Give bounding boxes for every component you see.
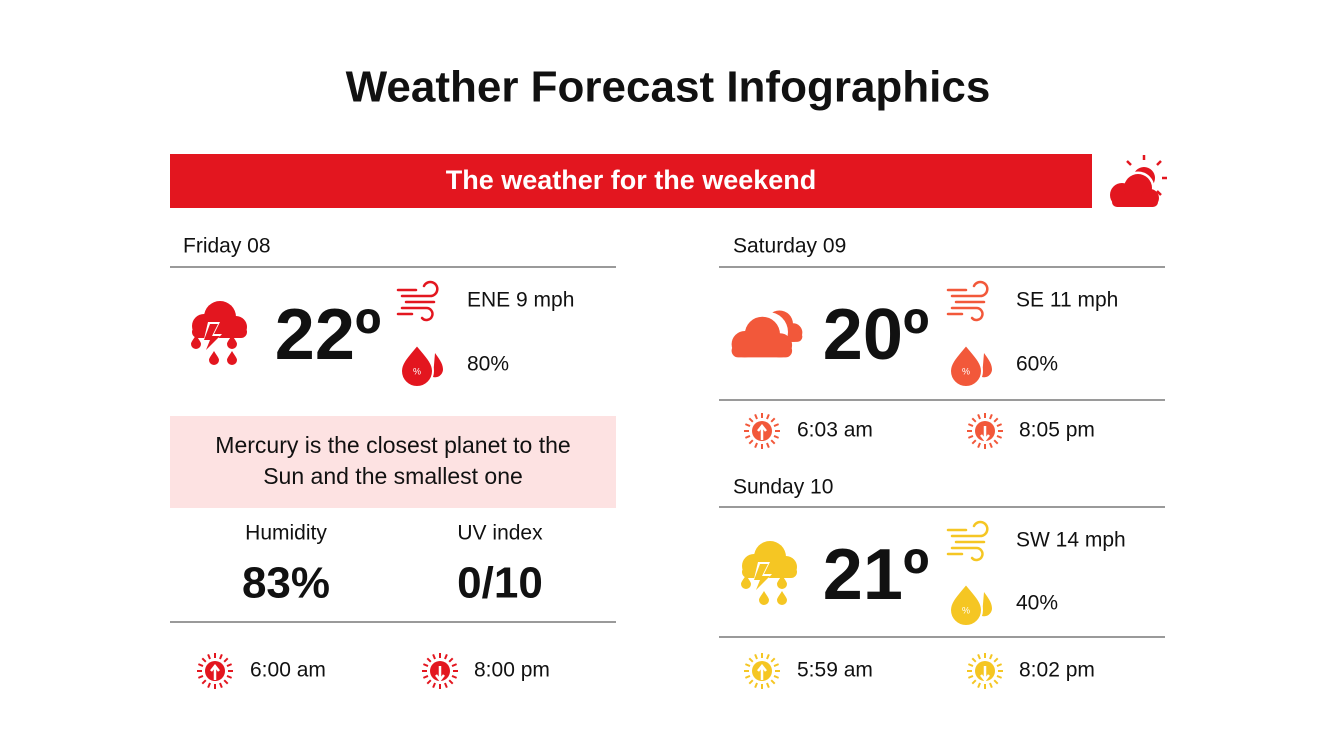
drop-mark: % — [413, 366, 421, 376]
sunset-icon — [422, 653, 458, 689]
note-line: Sun and the smallest one — [263, 463, 523, 489]
rain: 60% — [1016, 353, 1058, 376]
temperature: 21º — [823, 535, 929, 615]
drop-mark: % — [962, 605, 970, 615]
sunrise-icon — [744, 413, 780, 449]
storm-icon — [191, 301, 247, 365]
storm-icon — [741, 541, 797, 605]
sunset-icon — [967, 413, 1003, 449]
sunrise-icon — [744, 653, 780, 689]
drop-icon: % — [399, 343, 443, 388]
stat-value: 83% — [242, 559, 330, 608]
wind-icon — [396, 280, 439, 322]
cloud-icon — [731, 310, 803, 358]
stat-label: UV index — [457, 522, 543, 545]
sunset: 8:02 pm — [1019, 659, 1095, 682]
sunset-icon — [967, 653, 1003, 689]
stat-label: Humidity — [245, 522, 327, 545]
rain: 40% — [1016, 592, 1058, 615]
sunrise: 5:59 am — [797, 659, 873, 682]
rain: 80% — [467, 353, 509, 376]
drop-icon: % — [948, 582, 992, 627]
wind-icon — [946, 520, 989, 562]
banner-icon — [1107, 155, 1167, 210]
stat-value: 0/10 — [457, 559, 543, 608]
title: Weather Forecast Infographics — [346, 63, 991, 112]
day-name: Saturday 09 — [733, 235, 846, 258]
drop-mark: % — [962, 366, 970, 376]
wind: ENE 9 mph — [467, 289, 574, 312]
sunrise: 6:00 am — [250, 659, 326, 682]
wind-icon — [946, 280, 989, 322]
wind: SW 14 mph — [1016, 529, 1126, 552]
temperature: 20º — [823, 295, 929, 375]
day-name: Friday 08 — [183, 235, 271, 258]
banner — [170, 154, 1092, 208]
day-name: Sunday 10 — [733, 476, 833, 499]
note-box — [170, 416, 616, 508]
note-line: Mercury is the closest planet to the — [215, 432, 570, 458]
banner-text: The weather for the weekend — [446, 165, 817, 195]
drop-icon: % — [948, 343, 992, 388]
wind: SE 11 mph — [1016, 289, 1118, 312]
sunrise-icon — [197, 653, 233, 689]
temperature: 22º — [275, 295, 381, 375]
sunset: 8:00 pm — [474, 659, 550, 682]
sunrise: 6:03 am — [797, 419, 873, 442]
sunset: 8:05 pm — [1019, 419, 1095, 442]
